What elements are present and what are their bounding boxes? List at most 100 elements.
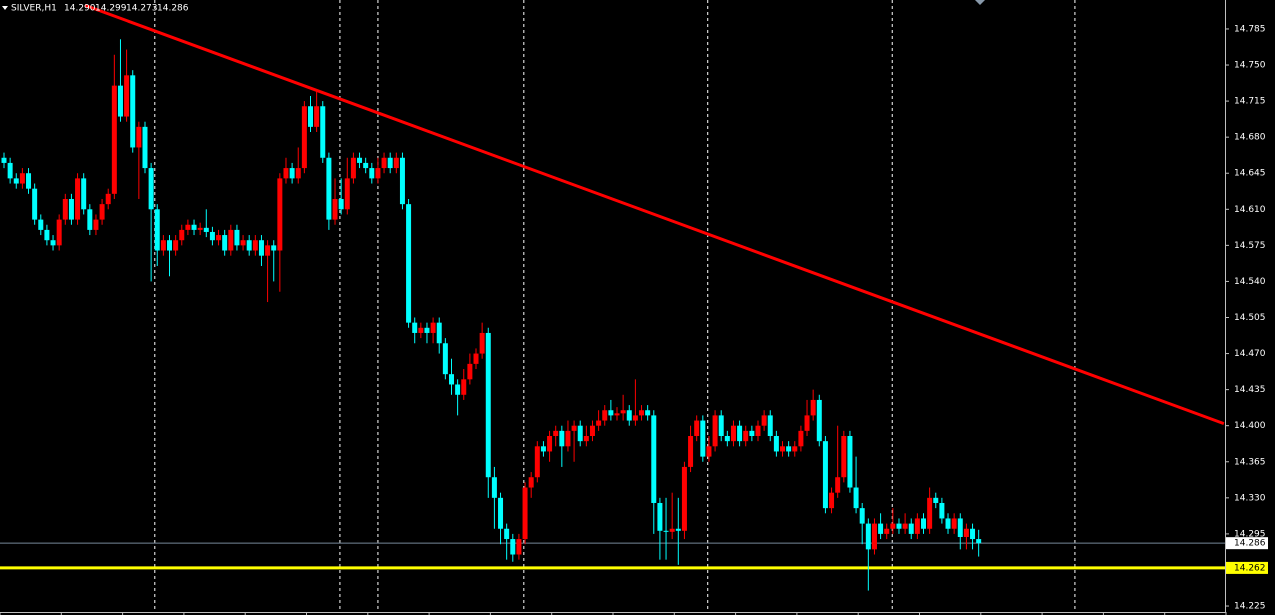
header-value: 14.290 — [64, 4, 96, 14]
trendline — [84, 3, 1225, 426]
y-tick-label: 14.715 — [1234, 97, 1266, 107]
candle-body — [749, 430, 755, 437]
candle-body — [473, 353, 479, 364]
candle-body — [216, 235, 222, 241]
candle-body — [700, 420, 706, 457]
candle-body — [933, 497, 939, 503]
y-tick-label: 14.295 — [1234, 529, 1266, 539]
candle-body — [406, 204, 412, 323]
candle-body — [424, 327, 430, 333]
candle-body — [381, 157, 387, 169]
candle-body — [197, 227, 203, 230]
candle-body — [522, 487, 528, 540]
candle-body — [841, 436, 847, 478]
candle-body — [669, 528, 675, 532]
y-tick-label: 14.330 — [1234, 493, 1266, 503]
candle-body — [528, 477, 534, 488]
candle-body — [540, 446, 546, 452]
candle-body — [240, 240, 246, 246]
candle-body — [363, 162, 369, 169]
candle-body — [258, 240, 264, 256]
header-values: 14.290 14.299 14.273 14.286 — [64, 4, 189, 14]
y-tick-label: 14.610 — [1234, 205, 1266, 215]
y-tick-label: 14.225 — [1234, 602, 1266, 612]
candle-body — [87, 209, 93, 230]
candle-body — [160, 240, 166, 251]
header-value: 14.286 — [157, 4, 189, 14]
candle-body — [191, 224, 197, 230]
candle-body — [908, 523, 914, 534]
candle-body — [608, 410, 614, 416]
candle-body — [393, 157, 399, 169]
candle-body — [559, 430, 565, 447]
candle-body — [657, 502, 663, 531]
candle-body — [516, 539, 522, 555]
candle-body — [510, 539, 516, 555]
candle-body — [878, 523, 884, 534]
candle-body — [455, 384, 461, 395]
candle-body — [7, 162, 13, 179]
candle-body — [442, 343, 448, 375]
candle-body — [890, 523, 896, 529]
candle-body — [430, 322, 436, 333]
y-tick-label: 14.645 — [1234, 169, 1266, 179]
candle-body — [547, 436, 553, 452]
y-tick-label: 14.575 — [1234, 241, 1266, 251]
candle-body — [62, 198, 68, 220]
candle-body — [173, 240, 179, 251]
candle-body — [583, 436, 589, 442]
candle-body — [822, 441, 828, 509]
candle-body — [56, 219, 62, 246]
candle-body — [730, 425, 736, 442]
candle-body — [277, 178, 283, 251]
y-tick-label: 14.785 — [1234, 24, 1266, 34]
level-tag-label: 14.262 — [1234, 563, 1266, 573]
candle-body — [565, 430, 571, 447]
candle-body — [780, 446, 786, 452]
candle-body — [663, 530, 669, 532]
menu-arrow — [2, 6, 8, 10]
y-tick-label: 14.540 — [1234, 277, 1266, 287]
candle-body — [32, 188, 38, 220]
candle-body — [755, 425, 761, 437]
candle-body — [436, 322, 442, 344]
candle-body — [228, 229, 234, 251]
y-tick-label: 14.505 — [1234, 313, 1266, 323]
candle-body — [976, 539, 982, 544]
candle-body — [461, 379, 467, 395]
candle-body — [50, 240, 56, 246]
y-tick-label: 14.680 — [1234, 133, 1266, 143]
candle-body — [896, 523, 902, 529]
y-tick-label: 14.400 — [1234, 421, 1266, 431]
candle-body — [589, 425, 595, 437]
candle-body — [921, 518, 926, 529]
candle-body — [38, 219, 44, 230]
candle-body — [350, 157, 356, 179]
candle-body — [265, 245, 271, 256]
candle-body — [369, 168, 375, 179]
candle-body — [301, 106, 307, 169]
candle-body — [596, 420, 602, 426]
candle-body — [314, 106, 320, 127]
candle-body — [810, 399, 816, 416]
candle-body — [308, 106, 313, 127]
candle-body — [902, 523, 908, 529]
candle-body — [884, 528, 890, 534]
candle-body — [203, 227, 209, 232]
candle-body — [724, 436, 730, 442]
price-tag — [1226, 537, 1268, 550]
candle-body — [467, 363, 473, 380]
candle-body — [136, 126, 142, 148]
header-value: 14.299 — [95, 4, 127, 14]
candle-body — [651, 415, 657, 503]
candle-body — [344, 178, 350, 210]
candle-body — [44, 229, 50, 241]
candle-body — [939, 502, 945, 519]
candle-body — [81, 178, 87, 210]
candle-body — [479, 332, 485, 354]
candle-body — [332, 198, 338, 220]
candle-body — [399, 157, 405, 205]
candle-body — [148, 168, 154, 210]
